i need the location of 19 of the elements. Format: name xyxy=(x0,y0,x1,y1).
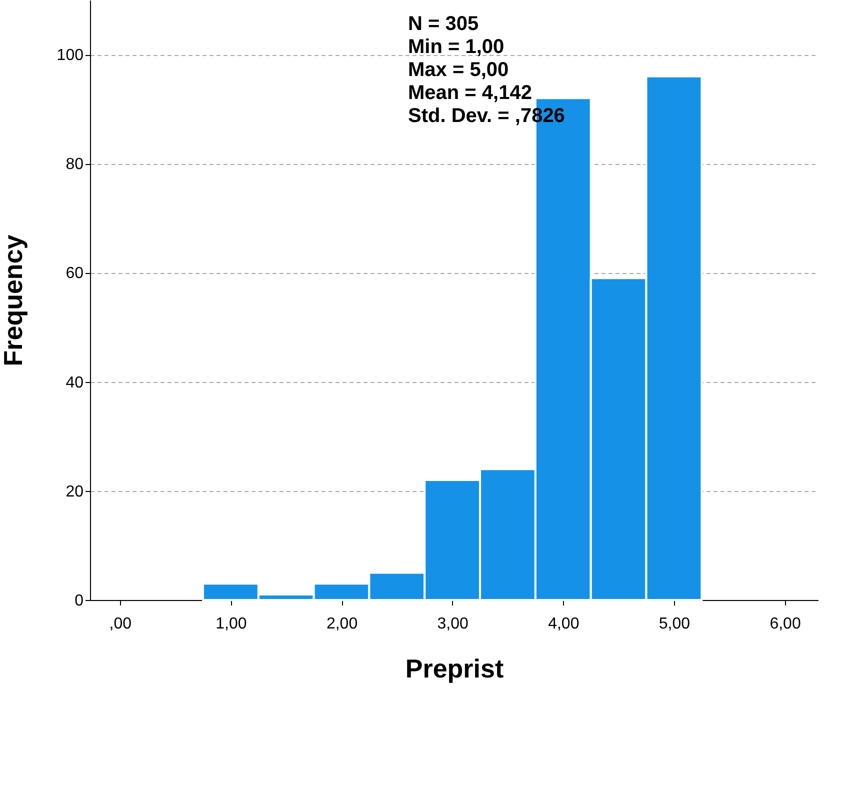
x-axis-title: Preprist xyxy=(405,654,504,684)
x-tick-label: 3,00 xyxy=(437,616,469,632)
annotation: N = 305 xyxy=(408,13,479,35)
annotation: Max = 5,00 xyxy=(408,59,509,81)
y-tick-label: 60 xyxy=(66,265,84,282)
annotation: Min = 1,00 xyxy=(408,36,504,58)
y-axis-title: Frequency xyxy=(0,234,28,366)
x-tick-label: 4,00 xyxy=(548,616,580,632)
x-tick-label: 5,00 xyxy=(658,616,690,632)
x-tick-label: 1,00 xyxy=(216,616,247,632)
y-tick-label: 80 xyxy=(66,156,84,174)
x-tick-label: 2,00 xyxy=(326,616,358,632)
y-tick-label: 100 xyxy=(56,47,84,64)
annotation: Mean = 4,142 xyxy=(408,82,532,104)
y-tick-label: 40 xyxy=(66,374,84,392)
y-tick-label: 20 xyxy=(66,483,84,500)
x-tick-label: ,00 xyxy=(109,616,132,632)
y-tick-label: 0 xyxy=(74,592,84,610)
x-tick-label: 6,00 xyxy=(770,616,801,632)
